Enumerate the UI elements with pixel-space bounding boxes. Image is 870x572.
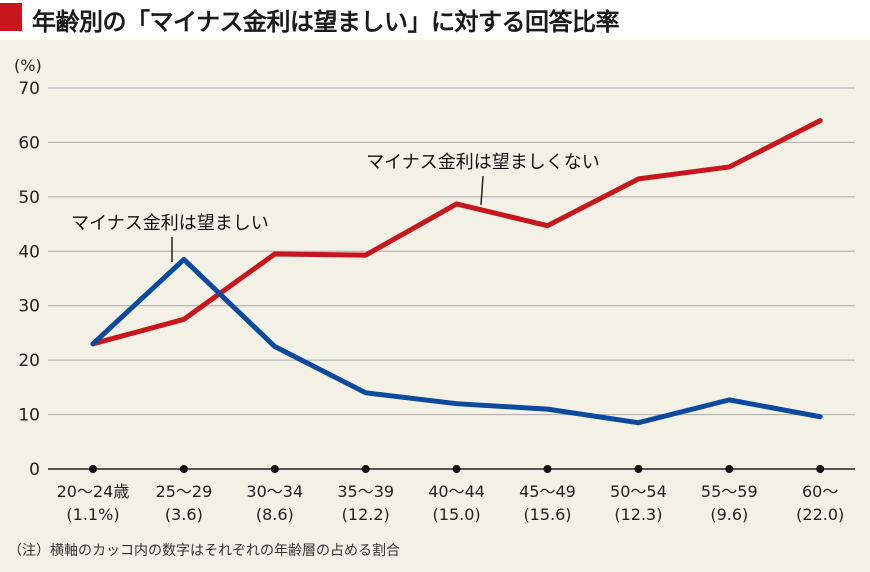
x-tick-share-label: (3.6) — [165, 505, 203, 524]
x-tick-dot — [89, 465, 97, 473]
x-tick-label: 30〜34 — [246, 482, 303, 501]
series-line-1 — [90, 256, 823, 426]
x-tick-dot — [725, 465, 734, 473]
series-line-0 — [90, 118, 823, 347]
x-tick-dot — [179, 465, 188, 473]
title-bar: 年齢別の「マイナス金利は望ましい」に対する回答比率 — [0, 0, 870, 40]
x-tick-label: 60〜 — [802, 482, 838, 501]
y-tick-label: 30 — [18, 297, 40, 317]
x-tick-share-label: (12.2) — [342, 505, 390, 524]
y-tick-label: 50 — [18, 188, 40, 208]
series-label: マイナス金利は望ましくない — [366, 152, 600, 173]
x-tick-share-label: (12.3) — [614, 505, 662, 524]
x-tick-dot — [816, 465, 825, 473]
y-axis-unit: (%) — [14, 56, 42, 75]
x-tick-dot — [634, 465, 643, 473]
x-tick-label: 20〜24歳 — [57, 482, 130, 501]
footnote: （注）横軸のカッコ内の数字はそれぞれの年齢層の占める割合 — [8, 543, 400, 559]
x-tick-share-label: (8.6) — [256, 505, 294, 524]
x-tick-label: 40〜44 — [428, 482, 485, 501]
x-tick-share-label: (15.6) — [523, 505, 571, 524]
y-tick-label: 10 — [18, 406, 40, 426]
y-tick-label: 70 — [18, 79, 40, 99]
chart-title: 年齢別の「マイナス金利は望ましい」に対する回答比率 — [32, 8, 620, 36]
title-marker — [0, 3, 22, 31]
x-tick-label: 55〜59 — [701, 482, 758, 501]
x-tick-label: 35〜39 — [337, 482, 394, 501]
x-tick-dot — [270, 465, 279, 473]
x-tick-label: 50〜54 — [610, 482, 667, 501]
series-label: マイナス金利は望ましい — [71, 213, 269, 234]
series-callout-line — [480, 175, 484, 206]
y-tick-label: 20 — [18, 351, 40, 371]
y-tick-label: 60 — [18, 133, 40, 153]
x-tick-label: 25〜29 — [156, 482, 213, 501]
y-tick-label: 0 — [29, 460, 40, 480]
x-tick-dot — [361, 465, 370, 473]
y-tick-label: 40 — [18, 242, 40, 262]
x-tick-dot — [543, 465, 552, 473]
x-tick-label: 45〜49 — [519, 482, 576, 501]
x-tick-share-label: (15.0) — [433, 505, 481, 524]
x-tick-share-label: (1.1%) — [66, 505, 119, 524]
x-tick-share-label: (22.0) — [796, 505, 844, 524]
x-tick-share-label: (9.6) — [710, 505, 748, 524]
x-tick-dot — [452, 465, 461, 473]
